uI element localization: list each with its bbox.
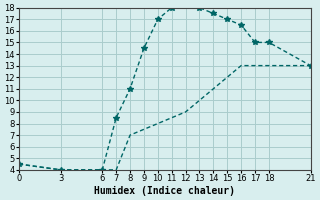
X-axis label: Humidex (Indice chaleur): Humidex (Indice chaleur) [94,186,235,196]
